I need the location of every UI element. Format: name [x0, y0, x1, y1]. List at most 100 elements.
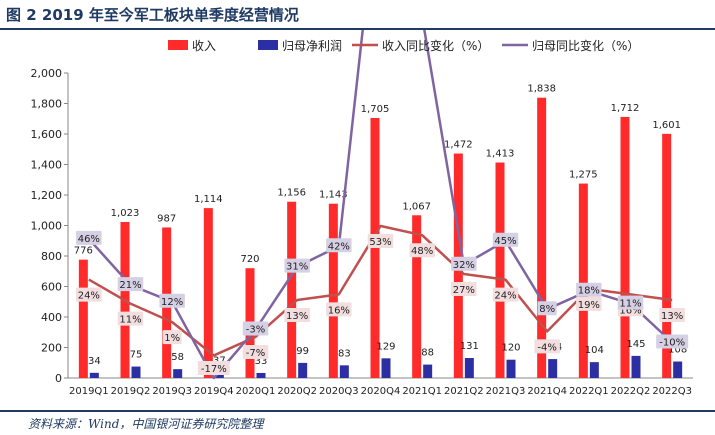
revenue-yoy-label: 13%	[286, 311, 308, 322]
profit-yoy-line	[87, 30, 674, 380]
net-profit-bar	[298, 362, 308, 378]
x-tick-label: 2020Q2	[277, 386, 317, 397]
y-tick-label: 400	[41, 311, 62, 324]
revenue-yoy-label-box	[284, 307, 310, 322]
x-tick-label: 2022Q2	[611, 386, 651, 397]
revenue-yoy-label-box	[326, 302, 352, 317]
net-profit-bar	[506, 359, 516, 378]
net-profit-bar-label: 99	[296, 346, 309, 357]
revenue-yoy-label-box	[367, 233, 394, 248]
y-tick-label: 1,600	[31, 128, 63, 141]
revenue-bar	[370, 117, 380, 379]
legend-swatch-bar	[258, 40, 278, 50]
x-tick-label: 2020Q3	[319, 386, 359, 397]
y-tick-label: 1,800	[31, 98, 63, 111]
revenue-yoy-label: -4%	[537, 342, 556, 353]
revenue-yoy-label: 19%	[578, 300, 600, 311]
net-profit-bar	[173, 369, 183, 378]
revenue-bar-label: 1,838	[527, 84, 556, 95]
revenue-yoy-label-box	[659, 307, 685, 322]
y-tick-label: 0	[55, 372, 62, 385]
x-tick-label: 2020Q4	[361, 386, 401, 397]
profit-yoy-label-box	[451, 256, 477, 271]
y-tick-label: 1,400	[31, 159, 63, 172]
revenue-bar	[78, 259, 88, 378]
revenue-yoy-label-box	[492, 287, 519, 302]
legend-swatch-bar	[168, 40, 188, 50]
profit-yoy-label-box	[492, 232, 519, 247]
net-profit-bar	[339, 365, 349, 378]
x-tick-label: 2022Q1	[569, 386, 609, 397]
revenue-yoy-label: 48%	[411, 246, 433, 257]
x-tick-label: 2021Q4	[527, 386, 567, 397]
net-profit-bar	[631, 355, 641, 378]
net-profit-bar-label: 33	[255, 356, 268, 367]
revenue-yoy-label: 53%	[369, 237, 391, 248]
revenue-bar	[578, 183, 588, 378]
revenue-yoy-label: -7%	[246, 348, 265, 359]
revenue-bar-label: 776	[74, 246, 93, 257]
profit-yoy-label: 8%	[539, 304, 555, 315]
net-profit-bar	[423, 364, 433, 378]
revenue-bar-label: 1,712	[611, 103, 640, 114]
profit-yoy-label-box	[576, 282, 602, 297]
x-tick-label: 2020Q1	[236, 386, 276, 397]
net-profit-bar-label: 88	[421, 348, 434, 359]
revenue-bar-label: 1,114	[194, 194, 223, 205]
y-tick-label: 2,000	[31, 67, 63, 80]
y-tick-label: 800	[41, 250, 62, 263]
x-tick-label: 2021Q1	[402, 386, 442, 397]
revenue-yoy-label-box	[451, 282, 477, 297]
revenue-bar	[662, 133, 672, 378]
revenue-yoy-label: 24%	[78, 291, 100, 302]
y-tick-label: 1,000	[31, 220, 63, 233]
profit-yoy-label: 12%	[161, 297, 183, 308]
revenue-yoy-label: 27%	[453, 285, 475, 296]
profit-yoy-label-box	[284, 258, 310, 273]
profit-yoy-label: -3%	[246, 325, 265, 336]
revenue-bar	[495, 162, 505, 378]
net-profit-bar	[256, 372, 266, 378]
revenue-bar	[537, 97, 547, 378]
y-tick-label: 600	[41, 281, 62, 294]
revenue-bar	[203, 208, 213, 378]
footer-rule	[0, 410, 715, 412]
revenue-bar-label: 1,413	[486, 149, 515, 160]
revenue-bar	[620, 116, 630, 379]
net-profit-bar-label: 145	[626, 339, 645, 350]
revenue-bar-label: 1,156	[277, 188, 306, 199]
x-tick-label: 2019Q2	[111, 386, 151, 397]
profit-yoy-label: 46%	[78, 234, 100, 245]
revenue-yoy-label-box	[117, 311, 144, 326]
revenue-bar-label: 1,067	[402, 201, 431, 212]
revenue-yoy-label: 24%	[494, 291, 516, 302]
profit-yoy-label-box	[242, 321, 269, 336]
revenue-yoy-line	[88, 224, 673, 357]
revenue-yoy-label-box	[242, 344, 269, 359]
revenue-bar-label: 1,705	[361, 104, 390, 115]
x-tick-label: 2019Q4	[194, 386, 234, 397]
legend-label: 收入同比变化（%）	[382, 38, 489, 53]
revenue-yoy-label: 16%	[328, 305, 350, 316]
profit-yoy-label: 32%	[453, 260, 475, 271]
net-profit-bar-label: 83	[338, 348, 351, 359]
revenue-yoy-label-box	[162, 330, 182, 345]
y-tick-label: 200	[41, 342, 62, 355]
profit-yoy-label-box	[617, 295, 644, 310]
revenue-bar-label: 1,143	[319, 190, 348, 201]
x-tick-label: 2022Q3	[652, 386, 692, 397]
revenue-yoy-label: -17%	[201, 364, 227, 375]
revenue-bar-label: 720	[240, 254, 259, 265]
net-profit-bar	[381, 358, 391, 378]
net-profit-bar-label: 108	[668, 345, 687, 356]
revenue-yoy-label-box	[534, 339, 560, 354]
x-tick-label: 2019Q3	[152, 386, 192, 397]
revenue-bar	[328, 203, 338, 378]
profit-yoy-label: 31%	[286, 262, 308, 273]
revenue-bar-label: 1,601	[652, 120, 681, 131]
net-profit-bar-label: 129	[376, 341, 395, 352]
profit-yoy-label-box	[326, 238, 352, 253]
revenue-yoy-label-box	[197, 361, 230, 375]
revenue-yoy-label: 1%	[164, 333, 180, 344]
revenue-yoy-label-box	[76, 287, 102, 302]
